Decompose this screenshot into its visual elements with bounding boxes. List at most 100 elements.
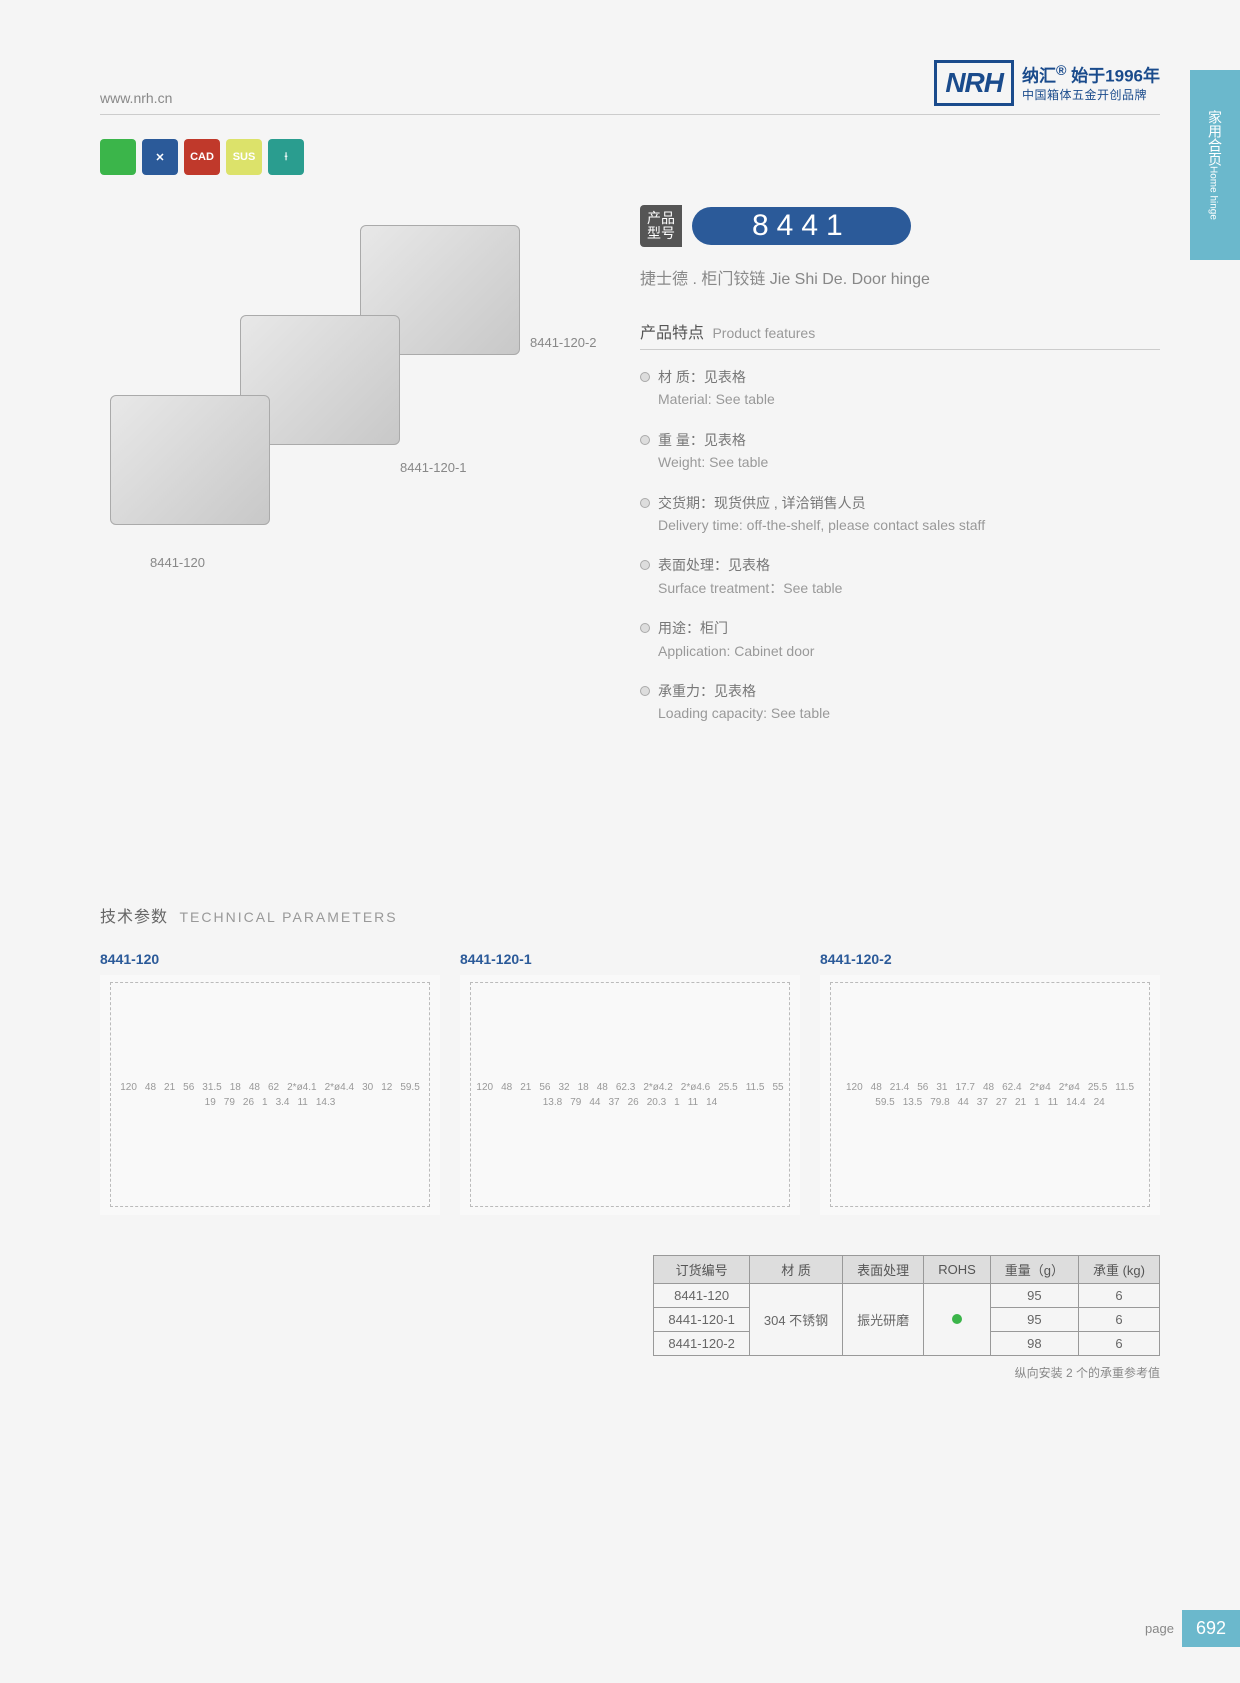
attr-icon-2: CAD: [184, 139, 220, 175]
cell-rohs: [924, 1283, 991, 1355]
dimension-value: 62.3: [616, 1082, 635, 1093]
page-footer: page 692: [1145, 1610, 1240, 1647]
dimension-value: 24: [1094, 1097, 1105, 1108]
hinge-label-1: 8441-120-1: [400, 460, 467, 475]
feature-en: Material: See table: [658, 388, 1160, 410]
cell-code: 8441-120-1: [654, 1307, 750, 1331]
dimension-value: 26: [628, 1097, 639, 1108]
feature-item: 承重力：见表格Loading capacity: See table: [640, 680, 1160, 725]
dimension-value: 59.5: [400, 1082, 419, 1093]
dimension-value: 11: [688, 1097, 698, 1108]
drawing-column: 8441-120-21204821.4563117.74862.42*ø42*ø…: [820, 951, 1160, 1215]
side-tab: 家用合页 Home hinge: [1190, 70, 1240, 260]
dimension-value: 62.4: [1002, 1082, 1021, 1093]
page-number: 692: [1182, 1610, 1240, 1647]
model-label-l1: 产品: [647, 210, 675, 226]
dimension-value: 25.5: [718, 1082, 737, 1093]
feature-cn: 重 量：见表格: [658, 429, 1160, 451]
param-header: 订货编号: [654, 1255, 750, 1283]
dimension-value: 37: [977, 1097, 988, 1108]
brand-block: NRH 纳汇® 始于1996年 中国箱体五金开创品牌: [934, 60, 1160, 106]
dimension-value: 30: [362, 1082, 373, 1093]
brand-year-prefix: 始于: [1071, 67, 1105, 86]
dimension-value: 11.5: [746, 1082, 765, 1093]
feature-en: Weight: See table: [658, 451, 1160, 473]
dimension-value: 25.5: [1088, 1082, 1107, 1093]
dimension-value: 79: [224, 1097, 235, 1108]
cell-material: 304 不锈钢: [749, 1283, 842, 1355]
product-image-area: 8441-120-2 8441-120-1 8441-120: [100, 205, 600, 605]
features-title: 产品特点 Product features: [640, 319, 1160, 350]
param-body: 8441-120304 不锈钢振光研磨9568441-120-19568441-…: [654, 1283, 1160, 1355]
dimension-value: 14.3: [316, 1097, 335, 1108]
drawing-box: 12048215632184862.32*ø4.22*ø4.625.511.55…: [460, 975, 800, 1215]
drawings-row: 8441-12012048215631.51848622*ø4.12*ø4.43…: [100, 951, 1160, 1215]
feature-item: 表面处理：见表格Surface treatment：See table: [640, 554, 1160, 599]
dimension-value: 48: [501, 1082, 512, 1093]
dimension-value: 59.5: [875, 1097, 894, 1108]
dimension-value: 48: [983, 1082, 994, 1093]
dimension-value: 2*ø4.6: [681, 1082, 710, 1093]
dimension-value: 1: [1034, 1097, 1040, 1108]
dimension-value: 120: [846, 1082, 863, 1093]
feature-cn: 承重力：见表格: [658, 680, 1160, 702]
feature-item: 材 质：见表格Material: See table: [640, 366, 1160, 411]
drawing-dimensions: 12048215631.51848622*ø4.12*ø4.4301259.51…: [110, 982, 430, 1208]
dimension-value: 48: [871, 1082, 882, 1093]
dimension-value: 79.8: [930, 1097, 949, 1108]
dimension-value: 26: [243, 1097, 254, 1108]
feature-item: 用途：柜门Application: Cabinet door: [640, 617, 1160, 662]
side-tab-en: Home hinge: [1208, 166, 1219, 220]
drawing-box: 12048215631.51848622*ø4.12*ø4.4301259.51…: [100, 975, 440, 1215]
drawing-column: 8441-120-112048215632184862.32*ø4.22*ø4.…: [460, 951, 800, 1215]
dimension-value: 1: [674, 1097, 680, 1108]
feature-cn: 材 质：见表格: [658, 366, 1160, 388]
brand-subtitle: 中国箱体五金开创品牌: [1022, 88, 1160, 104]
dimension-value: 18: [230, 1082, 241, 1093]
hinge-label-2: 8441-120-2: [530, 335, 597, 350]
cell-load: 6: [1078, 1307, 1159, 1331]
dimension-value: 120: [120, 1082, 137, 1093]
cell-code: 8441-120: [654, 1283, 750, 1307]
dimension-value: 17.7: [956, 1082, 975, 1093]
param-header: 承重 (kg): [1078, 1255, 1159, 1283]
dimension-value: 56: [917, 1082, 928, 1093]
dimension-value: 37: [608, 1097, 619, 1108]
param-header: 材 质: [749, 1255, 842, 1283]
attr-icon-4: ⟊: [268, 139, 304, 175]
brand-year: 1996年: [1105, 67, 1160, 86]
page-label: page: [1145, 1621, 1174, 1636]
drawing-label: 8441-120-2: [820, 951, 1160, 967]
dimension-value: 31: [936, 1082, 947, 1093]
dimension-value: 14.4: [1066, 1097, 1085, 1108]
dimension-value: 11: [297, 1097, 307, 1108]
cell-load: 6: [1078, 1331, 1159, 1355]
dimension-value: 2*ø4: [1030, 1082, 1051, 1093]
feature-cn: 交货期：现货供应 , 详洽销售人员: [658, 492, 1160, 514]
dimension-value: 1: [262, 1097, 268, 1108]
dimension-value: 79: [570, 1097, 581, 1108]
product-subtitle: 捷士德 . 柜门铰链 Jie Shi De. Door hinge: [640, 265, 1160, 289]
cell-load: 6: [1078, 1283, 1159, 1307]
dimension-value: 21.4: [890, 1082, 909, 1093]
feature-cn: 用途：柜门: [658, 617, 1160, 639]
tech-title-en: TECHNICAL PARAMETERS: [179, 909, 397, 925]
param-header: ROHS: [924, 1255, 991, 1283]
dimension-value: 2*ø4.2: [643, 1082, 672, 1093]
dimension-value: 27: [996, 1097, 1007, 1108]
rohs-dot-icon: [952, 1314, 962, 1324]
dimension-value: 14: [706, 1097, 717, 1108]
feature-item: 交货期：现货供应 , 详洽销售人员Delivery time: off-the-…: [640, 492, 1160, 537]
attribute-icon-row: ✕ CAD SUS ⟊: [100, 139, 1160, 175]
header-url: www.nrh.cn: [100, 90, 172, 106]
dimension-value: 20.3: [647, 1097, 666, 1108]
model-label: 产品型号: [640, 205, 682, 247]
dimension-value: 21: [164, 1082, 175, 1093]
model-number: 8441: [692, 207, 911, 245]
model-label-l2: 型号: [647, 225, 675, 241]
page-header: www.nrh.cn NRH 纳汇® 始于1996年 中国箱体五金开创品牌: [100, 60, 1160, 115]
features-title-cn: 产品特点: [640, 325, 704, 342]
param-table: 订货编号材 质表面处理ROHS重量（g）承重 (kg) 8441-120304 …: [653, 1255, 1160, 1356]
product-info: 产品型号 8441 捷士德 . 柜门铰链 Jie Shi De. Door hi…: [620, 205, 1160, 743]
features-list: 材 质：见表格Material: See table 重 量：见表格Weight:…: [640, 366, 1160, 725]
